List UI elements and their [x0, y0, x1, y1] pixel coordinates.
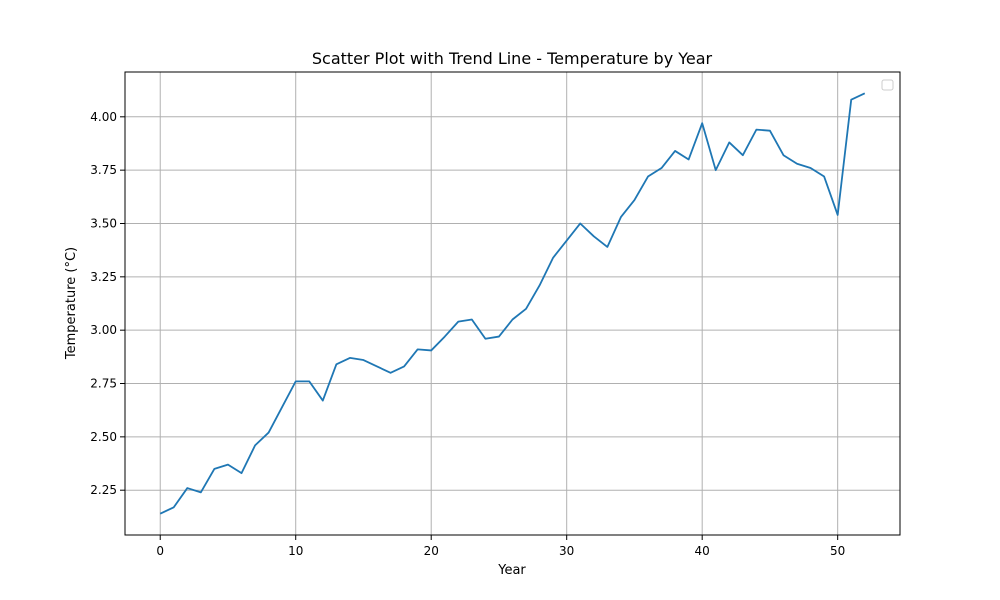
- x-axis-label: Year: [497, 563, 526, 578]
- y-tick-label: 3.75: [90, 163, 117, 177]
- x-tick-label: 30: [559, 544, 574, 558]
- x-tick-label: 40: [695, 544, 710, 558]
- chart-title: Scatter Plot with Trend Line - Temperatu…: [312, 49, 713, 68]
- x-tick-label: 0: [156, 544, 164, 558]
- series-layer: [159, 92, 866, 515]
- x-tick-label: 20: [424, 544, 439, 558]
- legend-box: [881, 79, 894, 91]
- plot-frame: [124, 71, 901, 536]
- y-tick-label: 2.75: [90, 377, 117, 391]
- y-tick-label: 3.00: [90, 323, 117, 337]
- series-line: [159, 92, 866, 515]
- axes-layer: 0 10 20 30 40 50 2.25 2.50 2.75 3.00 3.25 3.50 3.75 4…: [90, 71, 901, 558]
- y-tick-label: 2.25: [90, 483, 117, 497]
- x-tick-label: 10: [288, 544, 303, 558]
- x-tick-label: 50: [830, 544, 845, 558]
- y-tick-label: 4.00: [90, 110, 117, 124]
- y-tick-label: 3.25: [90, 270, 117, 284]
- grid-layer: [125, 72, 900, 535]
- y-tick-label: 2.50: [90, 430, 117, 444]
- y-tick-label: 3.50: [90, 216, 117, 230]
- y-axis-label: Temperature (°C): [64, 247, 79, 360]
